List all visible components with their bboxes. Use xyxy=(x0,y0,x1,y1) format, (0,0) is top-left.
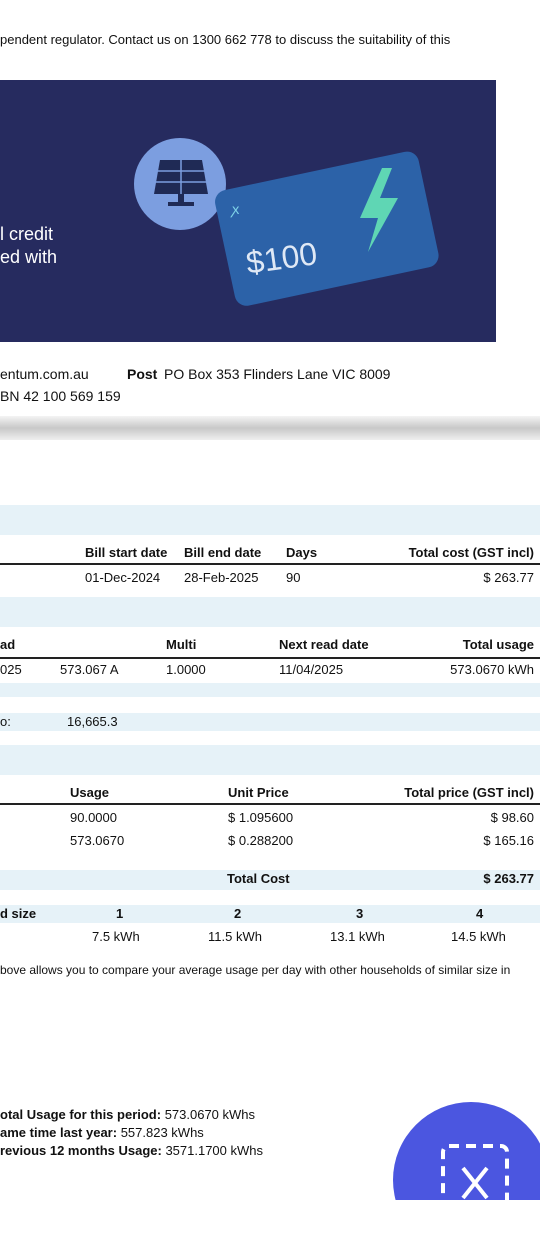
cell: $ 98.60 xyxy=(490,810,534,825)
col-header: Bill start date xyxy=(85,545,168,560)
total-value: $ 263.77 xyxy=(483,871,534,886)
cell: 573.067 A xyxy=(60,662,119,677)
section-band xyxy=(0,905,540,923)
col-header: ad xyxy=(0,637,16,652)
contact-post: PO Box 353 Flinders Lane VIC 8009 xyxy=(164,366,391,382)
col-header: Next read date xyxy=(279,637,369,652)
screen: { "intro": "pendent regulator. Contact u… xyxy=(0,32,540,1200)
summary-label: ame time last year: xyxy=(0,1125,118,1140)
cell: 28-Feb-2025 xyxy=(184,570,259,585)
col-header: Days xyxy=(286,545,318,560)
household-size: 2 xyxy=(234,906,242,921)
household-size: 3 xyxy=(356,906,364,921)
section-band xyxy=(0,870,540,890)
section-band xyxy=(0,597,540,627)
promo-banner: ꭗ l credit ed with $100 xyxy=(0,80,496,342)
col-header: Total usage xyxy=(462,637,534,652)
contact-abn: BN 42 100 569 159 xyxy=(0,388,121,404)
section-band xyxy=(0,713,540,731)
table-rule xyxy=(0,803,540,805)
banner-text: l credit xyxy=(0,224,54,244)
cell: 90 xyxy=(286,570,301,585)
cell: 11/04/2025 xyxy=(279,662,344,677)
summary-value: 3571.1700 kWhs xyxy=(161,1143,264,1158)
household-usage: 13.1 kWh xyxy=(330,929,385,944)
svg-text:ꭗ: ꭗ xyxy=(230,201,240,218)
table-rule xyxy=(0,563,540,565)
contact-label: Post xyxy=(127,366,158,382)
col-header: Unit Price xyxy=(228,785,289,800)
row-label: d size xyxy=(0,906,37,921)
household-note: bove allows you to compare your average … xyxy=(0,963,511,977)
cell: 025 xyxy=(0,662,22,677)
household-size: 1 xyxy=(116,906,124,921)
col-header: Bill end date xyxy=(184,545,262,560)
banner-art: ꭗ xyxy=(134,138,439,306)
cell: $ 165.16 xyxy=(483,833,534,848)
summary-value: 557.823 kWhs xyxy=(117,1125,204,1140)
summary-label: revious 12 months Usage: xyxy=(0,1143,162,1158)
banner-text: ed with xyxy=(0,247,58,267)
cell: $ 1.095600 xyxy=(228,810,294,825)
section-band xyxy=(0,745,540,775)
household-usage: 14.5 kWh xyxy=(451,929,506,944)
section-band xyxy=(0,683,540,697)
col-header: Total cost (GST incl) xyxy=(408,545,534,560)
intro-text: pendent regulator. Contact us on 1300 66… xyxy=(0,32,451,47)
cell: $ 0.288200 xyxy=(228,833,294,848)
fab-icon xyxy=(441,1144,509,1200)
page-break xyxy=(0,416,540,440)
cell: 1.0000 xyxy=(166,662,206,677)
summary-label: otal Usage for this period: xyxy=(0,1107,162,1122)
household-usage: 7.5 kWh xyxy=(92,929,140,944)
household-size: 4 xyxy=(476,906,484,921)
summary-line: ame time last year: 557.823 kWhs xyxy=(0,1125,204,1141)
table-rule xyxy=(0,657,540,659)
summary-line: otal Usage for this period: 573.0670 kWh… xyxy=(0,1107,255,1123)
col-header: Usage xyxy=(70,785,110,800)
cell: 16,665.3 xyxy=(67,714,118,729)
total-label: Total Cost xyxy=(227,871,290,886)
household-usage: 11.5 kWh xyxy=(208,929,262,944)
summary-line: revious 12 months Usage: 3571.1700 kWhs xyxy=(0,1143,263,1159)
cell: 01-Dec-2024 xyxy=(85,570,161,585)
section-band xyxy=(0,505,540,535)
fab-button[interactable] xyxy=(393,1102,540,1200)
col-header: Total price (GST incl) xyxy=(404,785,534,800)
cell: 90.0000 xyxy=(70,810,117,825)
cell-label: o: xyxy=(0,714,11,729)
cell: $ 263.77 xyxy=(483,570,534,585)
cell: 573.0670 kWh xyxy=(450,662,534,677)
contact-web: entum.com.au xyxy=(0,366,89,382)
cell: 573.0670 xyxy=(70,833,125,848)
col-header: Multi xyxy=(166,637,197,652)
summary-value: 573.0670 kWhs xyxy=(161,1107,256,1122)
